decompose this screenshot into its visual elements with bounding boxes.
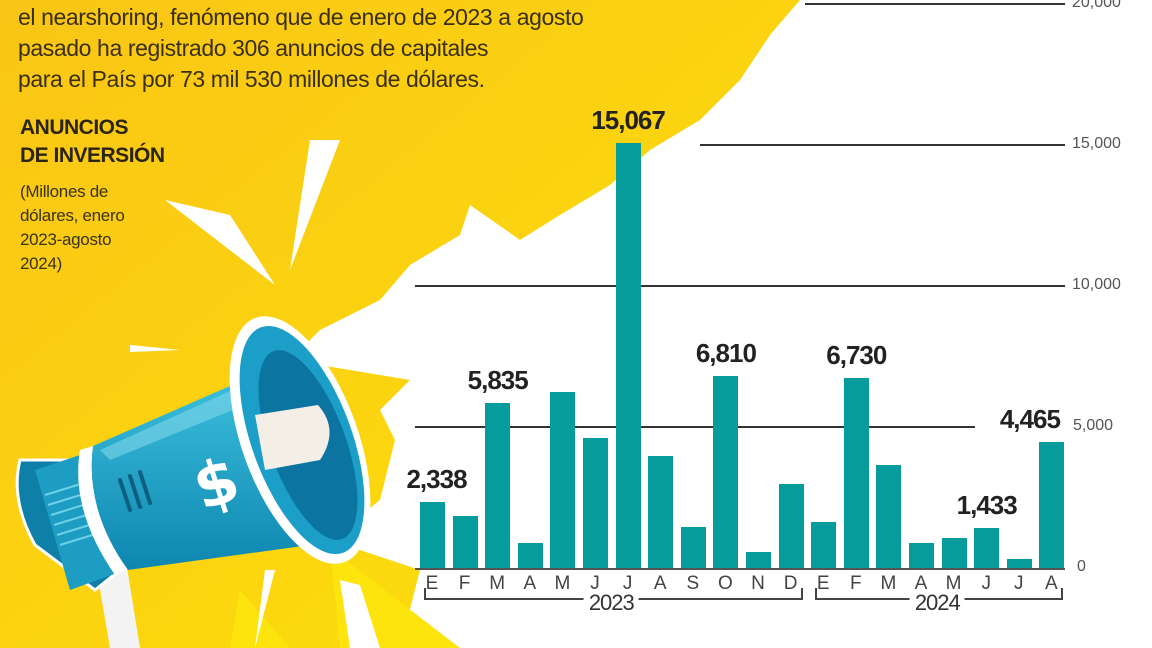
intro-line: pasado ha registrado 306 anuncios de cap… [18,35,489,61]
bar [583,437,608,568]
bar [1006,558,1032,568]
x-axis-month-label: J [590,573,600,594]
bar [1039,442,1065,568]
x-axis-month-label: M [945,573,962,594]
bar [452,515,478,568]
x-axis-month-label: O [718,573,733,594]
x-axis-month-label: J [1014,573,1024,594]
x-axis-year-label: 2024 [909,590,965,616]
x-axis-baseline [415,568,1065,570]
bar-value-label: 2,338 [406,464,467,495]
bar [778,483,804,568]
x-axis-year-label: 2023 [583,590,639,616]
y-axis-tick-label: 15,000 [1072,135,1121,152]
x-axis-month-label: M [489,573,506,594]
bar [941,538,967,568]
x-axis-month-label: M [880,573,897,594]
bar [811,522,837,568]
x-axis-month-label: A [914,573,928,594]
bar-value-label: 6,810 [695,337,757,368]
y-axis-tick-label: 0 [1077,558,1086,575]
bar [648,456,674,568]
intro-line: para el País por 73 mil 530 millones de … [18,66,485,92]
chart-subtitle-line: 2024) [20,254,62,273]
bar [974,527,1000,568]
bar [517,542,543,568]
chart-title-line: DE INVERSIÓN [20,144,165,167]
bar [680,527,706,568]
chart-subtitle-line: 2023-agosto [20,230,112,249]
bar [485,403,511,568]
bar-value-label: 5,835 [467,365,529,396]
y-axis-tick-label: 10,000 [1072,276,1121,293]
gridline [700,144,1065,146]
bar [843,378,869,568]
burst-spike [290,140,340,270]
x-axis-month-label: M [554,573,571,594]
burst-spike [255,570,275,648]
y-axis-tick-label: 20,000 [1072,0,1121,11]
burst-spike [130,345,180,352]
x-axis-month-label: D [783,573,798,594]
gridline [415,426,975,428]
bar [746,551,771,568]
x-axis-month-label: S [686,573,700,594]
chart-title-line: ANUNCIOS [20,116,129,139]
bar-value-label: 1,433 [956,489,1018,520]
bar [909,542,934,568]
chart-subtitle-line: (Millones de [20,182,109,201]
intro-line: el nearshoring, fenómeno que de enero de… [18,4,584,30]
gridline [415,285,1065,287]
x-axis-month-label: A [523,573,537,594]
x-axis-month-label: F [458,573,471,594]
bar [615,143,641,568]
intro-paragraph: el nearshoring, fenómeno que de enero de… [18,2,738,95]
burst-spike [340,580,380,648]
x-axis-month-label: F [849,573,862,594]
bar-value-label: 6,730 [826,340,887,371]
gridline [805,3,1065,5]
bar-value-label: 4,465 [999,404,1061,435]
chart-subtitle-line: dólares, enero [20,206,125,225]
x-axis-month-label: N [751,573,765,594]
chart-title: ANUNCIOS DE INVERSIÓN [20,114,165,170]
y-axis-tick-label: 5,000 [1073,417,1114,434]
bar [420,502,445,568]
x-axis-month-label: J [622,573,633,594]
x-axis-month-label: E [425,573,439,594]
megaphone-icon: $ [15,316,371,648]
bar [550,392,576,568]
x-axis-month-label: E [816,573,830,594]
x-axis-month-label: A [1045,573,1058,594]
bar [876,465,902,568]
bar [713,375,739,568]
x-axis-month-label: A [653,573,667,594]
x-axis-month-label: J [981,573,991,594]
bar-value-label: 15,067 [591,105,666,136]
burst-spike [165,200,275,285]
chart-subtitle: (Millones de dólares, enero 2023-agosto … [20,180,190,276]
